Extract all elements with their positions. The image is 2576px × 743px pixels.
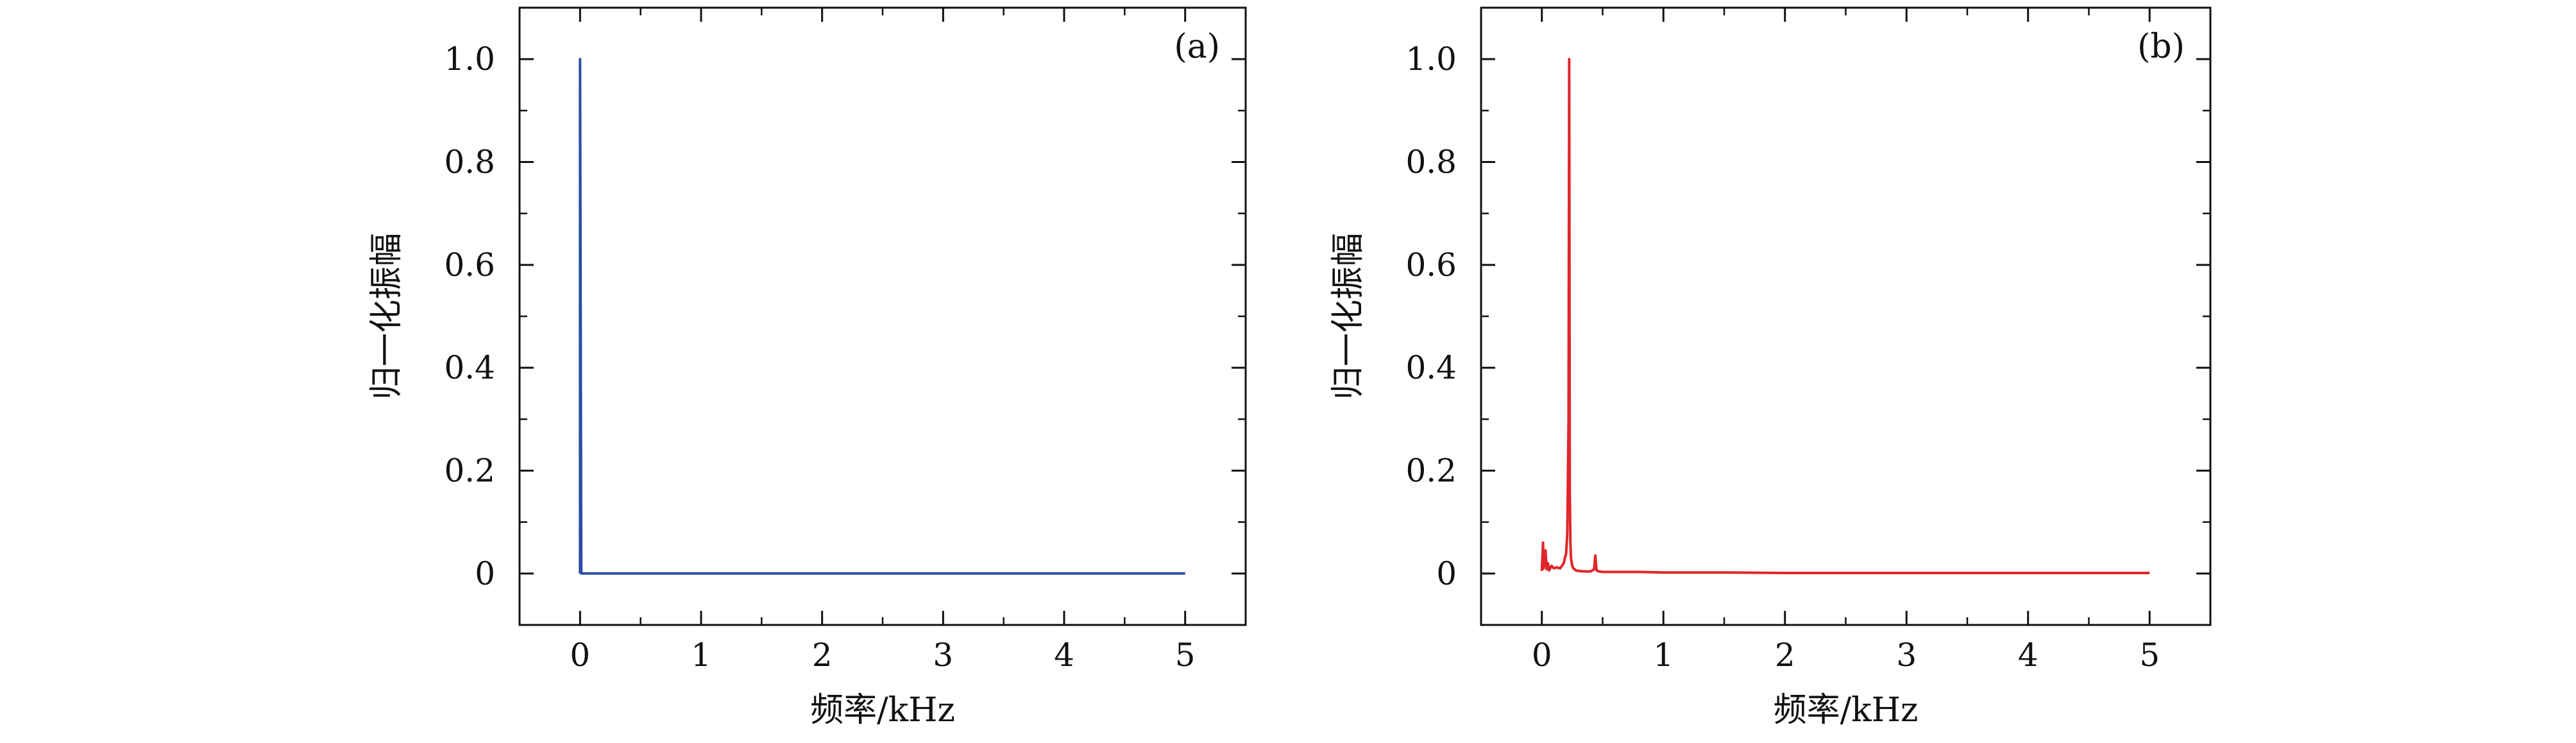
y-tick-label: 0 bbox=[1436, 555, 1457, 592]
x-tick-label: 5 bbox=[1175, 636, 1196, 674]
x-tick-label: 0 bbox=[570, 636, 590, 674]
x-tick-label: 1 bbox=[691, 636, 711, 674]
x-tick-label: 0 bbox=[1532, 636, 1552, 674]
y-tick-label: 0.2 bbox=[1405, 452, 1457, 490]
x-tick-label: 3 bbox=[1896, 636, 1917, 674]
panel-label: (a) bbox=[1174, 28, 1220, 66]
y-tick-label: 0.4 bbox=[1405, 349, 1457, 386]
y-tick-label: 0.8 bbox=[444, 144, 495, 181]
series-line bbox=[1540, 58, 2150, 574]
y-tick-label: 0.6 bbox=[1405, 246, 1457, 284]
x-tick-label: 1 bbox=[1653, 636, 1674, 674]
series-line bbox=[579, 58, 1185, 575]
y-tick-label: 0.4 bbox=[444, 349, 495, 386]
y-axis-title: 归一化振幅 bbox=[368, 233, 406, 400]
x-tick-label: 2 bbox=[812, 636, 833, 674]
panel-label: (b) bbox=[2137, 28, 2185, 66]
x-tick-label: 4 bbox=[1054, 636, 1074, 674]
y-tick-label: 0.2 bbox=[444, 452, 495, 490]
x-tick-label: 4 bbox=[2018, 636, 2038, 674]
y-tick-label: 1.0 bbox=[1405, 40, 1457, 78]
y-axis-title: 归一化振幅 bbox=[1329, 233, 1368, 400]
plot-frame bbox=[1480, 6, 2212, 626]
x-axis-title: 频率/kHz bbox=[1774, 691, 1919, 730]
x-tick-label: 5 bbox=[2139, 636, 2160, 674]
plot-frame bbox=[518, 6, 1247, 626]
y-tick-label: 0 bbox=[475, 555, 495, 592]
x-tick-label: 3 bbox=[933, 636, 953, 674]
x-axis-title: 频率/kHz bbox=[810, 691, 955, 730]
y-tick-label: 0.6 bbox=[444, 246, 495, 284]
y-tick-label: 1.0 bbox=[444, 40, 495, 78]
x-tick-label: 2 bbox=[1775, 636, 1795, 674]
y-tick-label: 0.8 bbox=[1405, 144, 1457, 181]
panel-b: 0 1 2 3 4 5 0 0.2 0.4 0.6 0.8 1.0 频率/kHz 归一化振幅 (b) bbox=[1329, 6, 2212, 730]
panel-a: 0 1 2 3 4 5 0 0.2 0.4 0.6 0.8 1.0 频率/kHz 归一化振幅 (a) bbox=[368, 6, 1247, 730]
